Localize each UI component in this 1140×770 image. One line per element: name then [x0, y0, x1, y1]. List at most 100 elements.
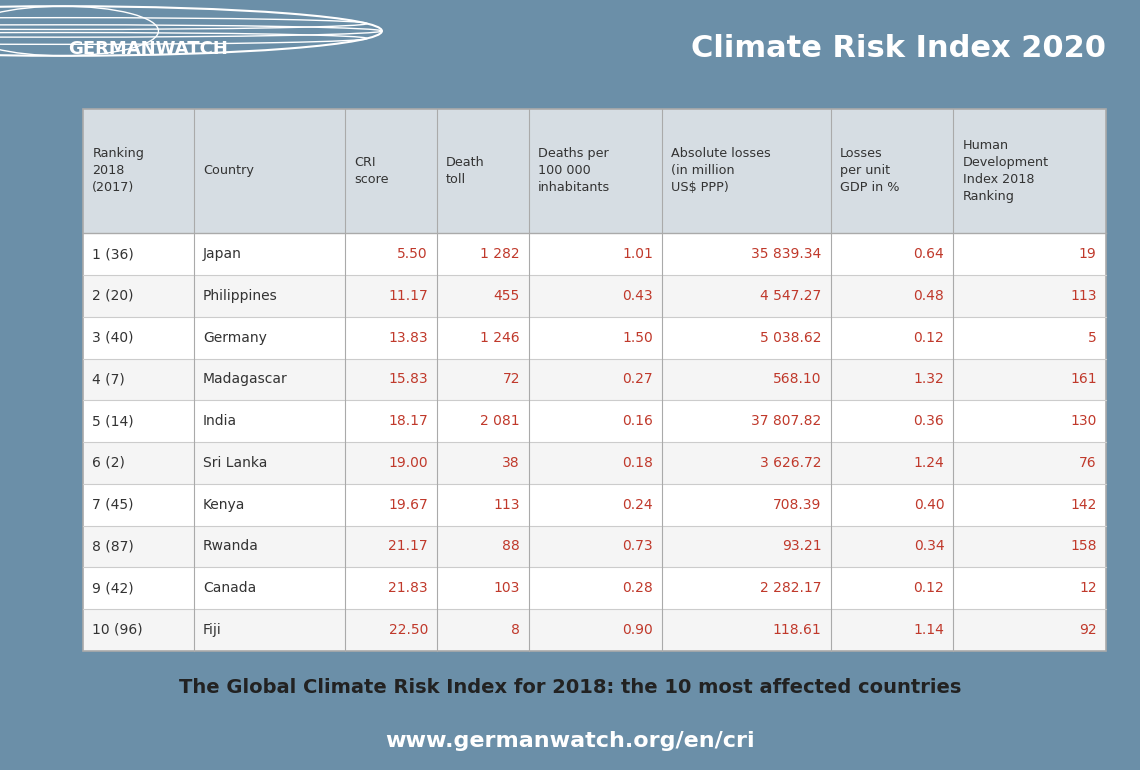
Bar [662, 359, 831, 400]
Bar [953, 525, 1106, 567]
Text: 0.18: 0.18 [622, 456, 653, 470]
Text: Human
Development
Index 2018
Ranking: Human Development Index 2018 Ranking [962, 139, 1049, 203]
Text: 12: 12 [1080, 581, 1097, 595]
Text: 93.21: 93.21 [782, 539, 822, 554]
Text: 6 (2): 6 (2) [92, 456, 125, 470]
Text: 37 807.82: 37 807.82 [751, 414, 822, 428]
Bar [953, 109, 1106, 233]
Bar [529, 525, 662, 567]
Bar [345, 484, 437, 525]
Text: 0.36: 0.36 [913, 414, 944, 428]
Bar [662, 400, 831, 442]
Text: 118.61: 118.61 [773, 623, 822, 637]
Text: 1 (36): 1 (36) [92, 247, 135, 261]
Text: 2 282.17: 2 282.17 [760, 581, 822, 595]
Bar [437, 400, 529, 442]
Text: Rwanda: Rwanda [203, 539, 259, 554]
Text: 568.10: 568.10 [773, 373, 822, 387]
Text: 1.01: 1.01 [622, 247, 653, 261]
Text: 130: 130 [1070, 414, 1097, 428]
Text: Canada: Canada [203, 581, 256, 595]
Text: 72: 72 [503, 373, 520, 387]
Bar [345, 567, 437, 609]
Bar [662, 609, 831, 651]
Text: 5.50: 5.50 [397, 247, 428, 261]
Text: Madagascar: Madagascar [203, 373, 287, 387]
Bar [194, 316, 345, 359]
Bar [345, 400, 437, 442]
Bar [194, 525, 345, 567]
Bar [437, 567, 529, 609]
Bar [529, 567, 662, 609]
Bar [831, 525, 953, 567]
Bar [437, 484, 529, 525]
Text: 2 081: 2 081 [480, 414, 520, 428]
Bar [831, 609, 953, 651]
Bar [345, 359, 437, 400]
Bar [529, 442, 662, 484]
Bar [831, 316, 953, 359]
Text: 21.83: 21.83 [389, 581, 428, 595]
Bar [345, 233, 437, 275]
Text: 5 038.62: 5 038.62 [760, 330, 822, 345]
Text: 10 (96): 10 (96) [92, 623, 142, 637]
Bar [194, 233, 345, 275]
Text: 19.67: 19.67 [388, 497, 428, 511]
Text: 113: 113 [1070, 289, 1097, 303]
Text: 35 839.34: 35 839.34 [751, 247, 822, 261]
Bar [953, 484, 1106, 525]
Text: 0.12: 0.12 [913, 330, 944, 345]
Text: 142: 142 [1070, 497, 1097, 511]
Text: 103: 103 [494, 581, 520, 595]
Bar [194, 442, 345, 484]
Bar [437, 442, 529, 484]
Bar [194, 109, 345, 233]
Text: 161: 161 [1070, 373, 1097, 387]
Bar [437, 233, 529, 275]
Text: 22.50: 22.50 [389, 623, 428, 637]
Text: 0.12: 0.12 [913, 581, 944, 595]
Bar [662, 275, 831, 316]
Bar [529, 484, 662, 525]
Bar [529, 109, 662, 233]
Text: 38: 38 [503, 456, 520, 470]
Text: 1.24: 1.24 [913, 456, 944, 470]
Bar [529, 400, 662, 442]
Text: CRI
score: CRI score [355, 156, 389, 186]
Text: Japan: Japan [203, 247, 242, 261]
Bar [953, 442, 1106, 484]
Text: 0.64: 0.64 [913, 247, 944, 261]
Bar [831, 359, 953, 400]
Bar [831, 233, 953, 275]
Text: Climate Risk Index 2020: Climate Risk Index 2020 [691, 34, 1106, 63]
Bar [345, 525, 437, 567]
Bar [662, 233, 831, 275]
Bar [83, 359, 194, 400]
Text: 88: 88 [503, 539, 520, 554]
Bar [437, 275, 529, 316]
Text: 0.16: 0.16 [622, 414, 653, 428]
Bar [831, 442, 953, 484]
Bar [83, 442, 194, 484]
Text: 9 (42): 9 (42) [92, 581, 135, 595]
Text: 4 (7): 4 (7) [92, 373, 125, 387]
Bar [529, 316, 662, 359]
Text: Philippines: Philippines [203, 289, 277, 303]
Text: 0.90: 0.90 [622, 623, 653, 637]
Text: 1.32: 1.32 [913, 373, 944, 387]
Text: Germany: Germany [203, 330, 267, 345]
Text: The Global Climate Risk Index for 2018: the 10 most affected countries: The Global Climate Risk Index for 2018: … [179, 678, 961, 697]
Bar [83, 316, 194, 359]
Bar [662, 567, 831, 609]
Bar [83, 609, 194, 651]
Text: 1 282: 1 282 [480, 247, 520, 261]
Text: 0.27: 0.27 [622, 373, 653, 387]
Bar [831, 567, 953, 609]
Text: Absolute losses
(in million
US$ PPP): Absolute losses (in million US$ PPP) [671, 148, 771, 195]
Bar [437, 525, 529, 567]
Text: 3 626.72: 3 626.72 [760, 456, 822, 470]
Text: 15.83: 15.83 [389, 373, 428, 387]
Bar [662, 442, 831, 484]
Bar [831, 275, 953, 316]
Bar [953, 233, 1106, 275]
